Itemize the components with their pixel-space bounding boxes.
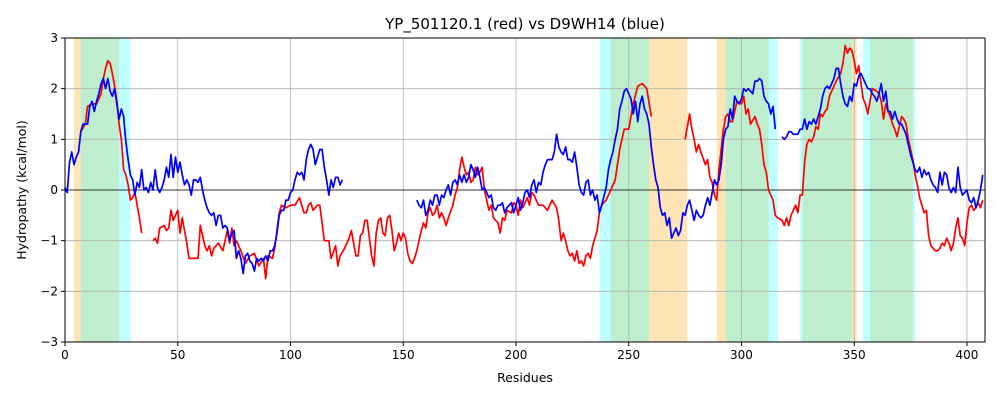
x-tick-label-2: 100 — [279, 348, 302, 362]
x-tick-label-5: 250 — [617, 348, 640, 362]
y-tick-label-6: 3 — [50, 31, 58, 45]
y-tick-label-0: −3 — [40, 335, 58, 349]
series-layer — [64, 44, 984, 280]
y-tick-label-5: 2 — [50, 82, 58, 96]
x-axis-label: Residues — [497, 370, 553, 385]
y-tick-label-4: 1 — [50, 132, 58, 146]
x-tick-label-4: 200 — [505, 348, 528, 362]
y-tick-label-1: −2 — [40, 284, 58, 298]
blue-series-line-1 — [415, 77, 777, 239]
x-tick-label-0: 0 — [61, 348, 69, 362]
y-tick-label-3: 0 — [50, 183, 58, 197]
x-tick-label-6: 300 — [730, 348, 753, 362]
red-series-line-1 — [152, 82, 653, 280]
y-tick-label-2: −1 — [40, 234, 58, 248]
y-axis-label: Hydropathy (kcal/mol) — [14, 120, 29, 260]
blue-series-line-0 — [64, 77, 344, 275]
x-tick-label-7: 350 — [843, 348, 866, 362]
x-tick-label-8: 400 — [956, 348, 979, 362]
red-series-line-2 — [684, 44, 984, 252]
axes-layer: 0 50 100 150 200 250 300 350 400 −3 −2 −1 0 1 2 3 — [40, 31, 986, 362]
chart-title: YP_501120.1 (red) vs D9WH14 (blue) — [384, 15, 665, 34]
blue-series-line-2 — [781, 67, 984, 209]
x-tick-label-1: 50 — [170, 348, 185, 362]
x-tick-label-3: 150 — [392, 348, 415, 362]
